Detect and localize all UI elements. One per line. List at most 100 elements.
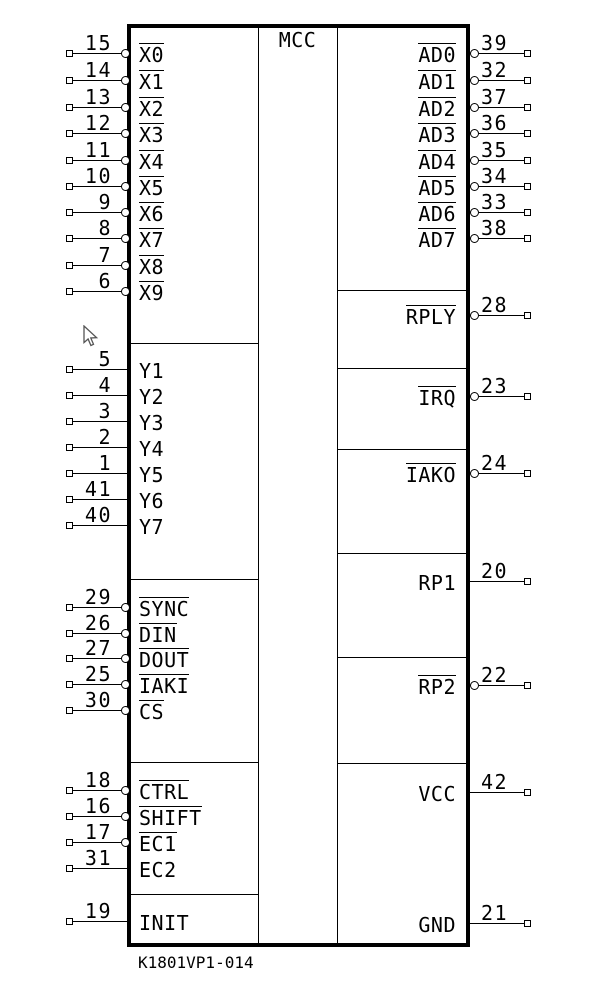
pin-lead-line [73,921,127,922]
pin-number: 39 [481,31,509,55]
pin-number: 33 [481,190,509,214]
pin-label: AD2 [418,97,456,121]
pin-terminal-square [524,130,531,137]
pin-number: 12 [84,111,112,135]
pin-number: 16 [84,794,112,818]
pin-label: IRQ [418,386,456,410]
inversion-bubble-icon [121,129,130,138]
left-section-divider [131,762,258,763]
pin-terminal-square [66,130,73,137]
pin-terminal-square [66,183,73,190]
pin-number: 34 [481,164,509,188]
pin-label: X0 [139,43,165,67]
pin-terminal-square [66,209,73,216]
pin-lead-line [470,792,524,793]
pin-lead-line [73,53,122,54]
pin-lead-line [73,160,122,161]
pin-terminal-square [524,209,531,216]
inner-divider-right-column [337,28,338,943]
pin-terminal-square [524,50,531,57]
pin-terminal-square [66,157,73,164]
pin-terminal-square [524,157,531,164]
pin-terminal-square [524,77,531,84]
pin-label: X9 [139,281,165,305]
pin-lead-line [470,923,524,924]
pin-number: 8 [98,216,112,240]
inner-divider-left-column [258,28,259,943]
chip-title: MCC [278,28,317,52]
pin-lead-line [73,842,122,843]
right-section-divider [338,368,466,369]
pin-label: AD7 [418,228,456,252]
pin-lead-line [479,315,524,316]
pin-label: X5 [139,176,165,200]
pin-label: Y3 [139,411,165,435]
pin-number: 21 [481,901,509,925]
pin-terminal-square [524,183,531,190]
pin-label: Y1 [139,359,165,383]
inversion-bubble-icon [121,261,130,270]
pin-number: 37 [481,85,509,109]
inversion-bubble-icon [121,812,130,821]
chip-body [127,24,470,947]
pin-label: X3 [139,123,165,147]
pin-number: 32 [481,58,509,82]
pin-lead-line [479,238,524,239]
inversion-bubble-icon [470,49,479,58]
pin-lead-line [73,633,122,634]
pin-label: AD6 [418,202,456,226]
inversion-bubble-icon [470,182,479,191]
pin-number: 7 [98,243,112,267]
pin-lead-line [470,581,524,582]
pin-terminal-square [524,789,531,796]
left-section-divider [131,894,258,895]
pin-lead-line [73,868,127,869]
pin-lead-line [479,212,524,213]
inversion-bubble-icon [121,838,130,847]
pin-number: 20 [481,559,509,583]
pin-label: DOUT [139,648,190,672]
pin-terminal-square [66,707,73,714]
pin-number: 38 [481,216,509,240]
pin-number: 1 [98,451,112,475]
inversion-bubble-icon [470,103,479,112]
left-section-divider [131,343,258,344]
pin-terminal-square [66,681,73,688]
pin-label: RP2 [418,675,456,699]
pin-terminal-square [66,392,73,399]
pin-lead-line [479,133,524,134]
pin-label: DIN [139,623,177,647]
pin-number: 19 [84,899,112,923]
pin-number: 36 [481,111,509,135]
inversion-bubble-icon [121,156,130,165]
pin-terminal-square [66,235,73,242]
pin-label: X7 [139,228,165,252]
right-section-divider [338,763,466,764]
inversion-bubble-icon [121,182,130,191]
inversion-bubble-icon [121,603,130,612]
inversion-bubble-icon [470,469,479,478]
pin-lead-line [479,160,524,161]
pin-label: X2 [139,97,165,121]
pin-label: RP1 [418,571,456,595]
pin-terminal-square [524,578,531,585]
pin-label: AD5 [418,176,456,200]
pin-label: SHIFT [139,806,202,830]
pin-number: 25 [84,662,112,686]
inversion-bubble-icon [470,76,479,85]
pin-label: AD4 [418,150,456,174]
inversion-bubble-icon [121,49,130,58]
pin-lead-line [73,658,122,659]
pin-lead-line [73,607,122,608]
right-section-divider [338,449,466,450]
pin-label: IAKO [405,463,456,487]
pin-number: 10 [84,164,112,188]
pin-number: 40 [84,503,112,527]
pin-number: 24 [481,451,509,475]
inversion-bubble-icon [121,287,130,296]
pin-lead-line [73,212,122,213]
pin-number: 5 [98,347,112,371]
pin-label: SYNC [139,597,190,621]
pin-label: Y2 [139,385,165,409]
pin-number: 41 [84,477,112,501]
